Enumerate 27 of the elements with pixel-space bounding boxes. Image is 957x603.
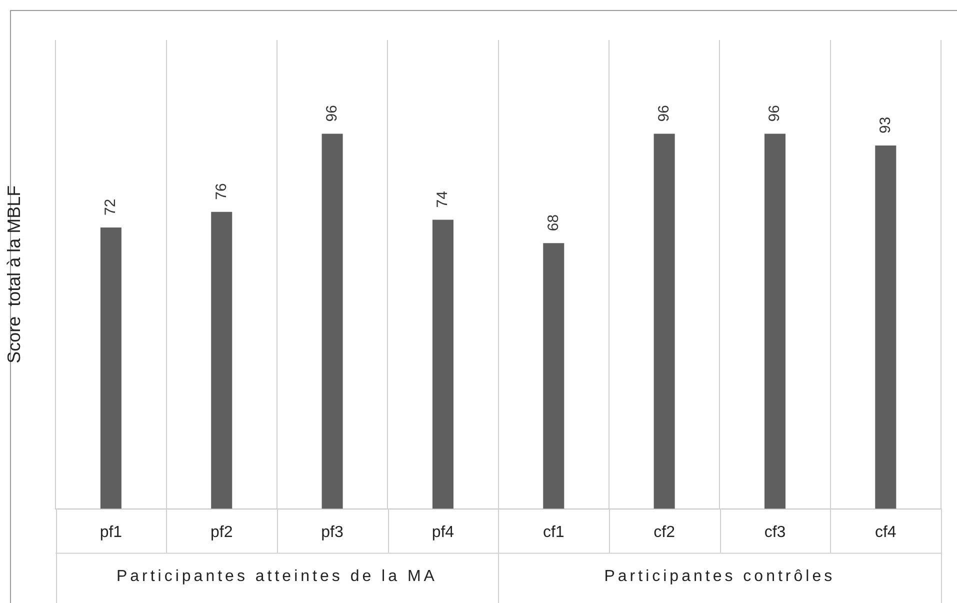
bar <box>875 145 896 509</box>
x-tick-label: cf2 <box>654 524 676 541</box>
x-tick-label: pf4 <box>432 524 454 541</box>
text: Participantes atteintes de la MA <box>116 568 438 586</box>
x-tick-label: cf4 <box>874 524 896 541</box>
data-label: 68 <box>544 214 562 232</box>
data-label: 96 <box>655 105 672 122</box>
bar <box>211 212 232 509</box>
data-label: 96 <box>323 105 340 122</box>
bar <box>654 134 675 509</box>
x-tick-label: pf2 <box>210 524 233 541</box>
bar <box>764 134 786 509</box>
data-label: 96 <box>766 105 784 122</box>
bar <box>543 243 564 509</box>
bar <box>100 228 122 509</box>
data-label: 93 <box>876 116 894 134</box>
data-label: 76 <box>212 183 230 200</box>
data-label: 74 <box>434 191 452 208</box>
y-axis-title: Score total à la MBLF <box>4 185 24 364</box>
bar <box>322 134 343 509</box>
x-tick-label: cf1 <box>542 524 564 541</box>
x-tick-label: pf1 <box>100 524 122 541</box>
bar <box>432 220 454 509</box>
x-tick-label: cf3 <box>764 524 786 541</box>
data-label: 72 <box>102 198 120 216</box>
x-tick-label: pf3 <box>321 524 344 541</box>
text: Participantes contrôles <box>604 568 836 586</box>
